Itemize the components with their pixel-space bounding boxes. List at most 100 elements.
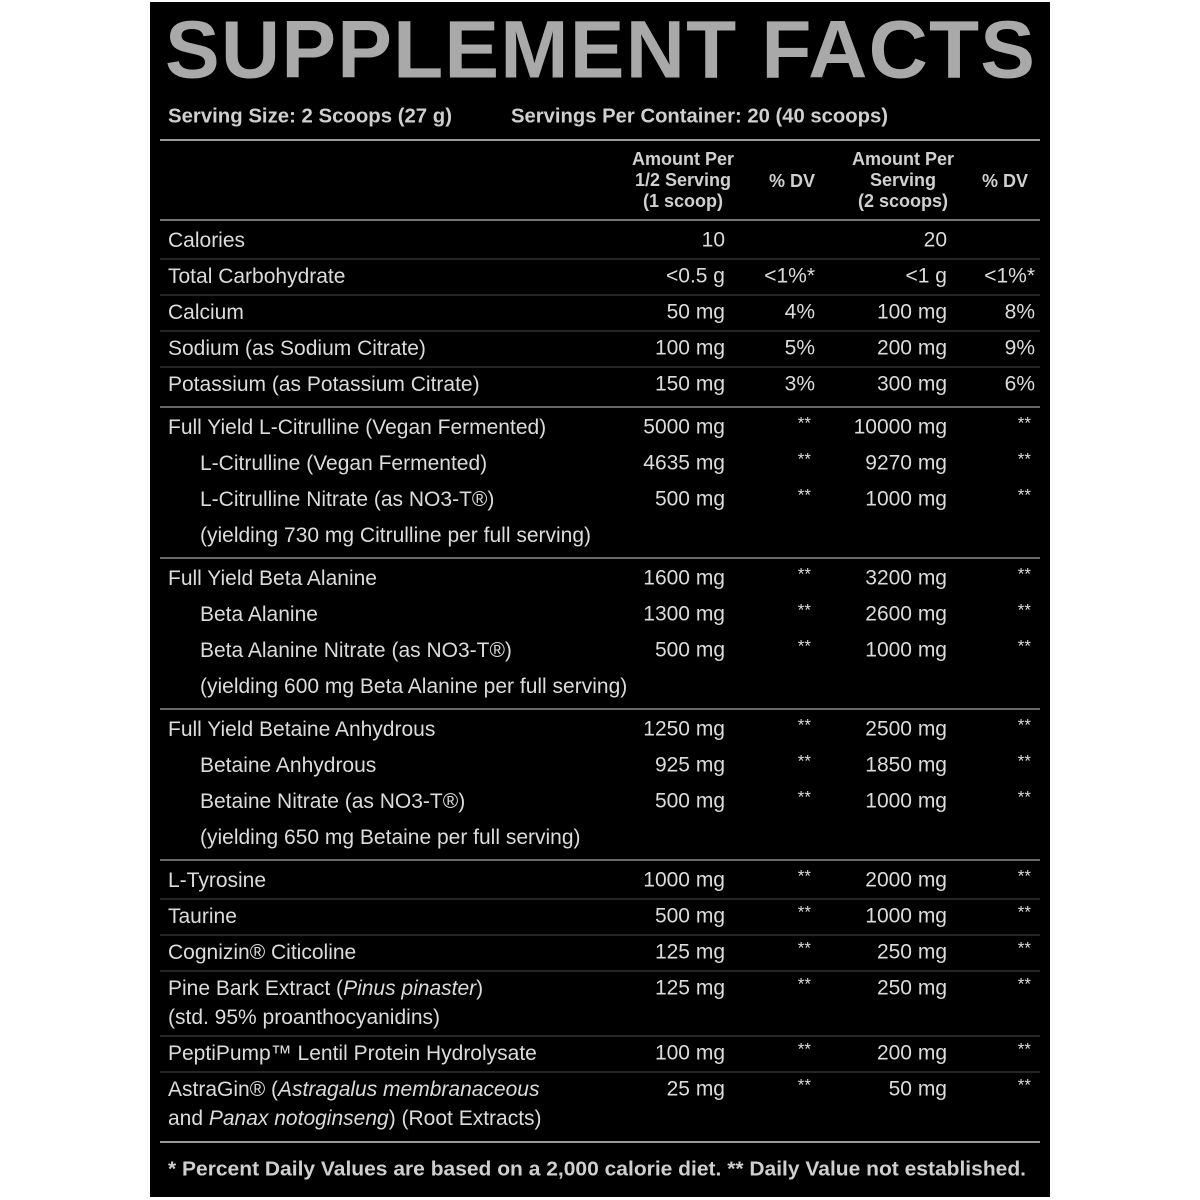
name-segment: Beta Alanine [200, 603, 318, 626]
full-amount: 200 mg [877, 337, 947, 360]
full-amount: 10000 mg [854, 416, 947, 439]
full-dv: ** [1018, 564, 1032, 583]
half-amount: 500 mg [655, 905, 725, 928]
full-dv: ** [1018, 787, 1032, 806]
ingredient-name: Calories [168, 229, 245, 252]
ingredient-name: Full Yield Betaine Anhydrous [168, 718, 435, 741]
column-header: 1/2 Serving [635, 170, 731, 190]
half-amount: 500 mg [655, 488, 725, 511]
ingredient-name: Cognizin® Citicoline [168, 941, 356, 964]
ingredient-name: (std. 95% proanthocyanidins) [168, 1006, 440, 1029]
full-amount: 1000 mg [865, 905, 947, 928]
half-dv: 3% [785, 373, 815, 396]
title: SUPPLEMENT FACTS [165, 5, 1035, 96]
full-amount: 50 mg [889, 1078, 947, 1101]
half-amount: 125 mg [655, 941, 725, 964]
half-amount: 1000 mg [643, 869, 725, 892]
half-amount: 500 mg [655, 639, 725, 662]
half-dv: ** [798, 866, 812, 885]
full-dv: ** [1018, 866, 1032, 885]
ingredient-name: (yielding 650 mg Betaine per full servin… [200, 826, 581, 849]
half-dv: ** [798, 564, 812, 583]
half-amount: <0.5 g [666, 265, 725, 288]
name-segment: Betaine Anhydrous [200, 754, 376, 777]
footnote: * Percent Daily Values are based on a 2,… [168, 1158, 1026, 1180]
full-dv: 6% [1005, 373, 1035, 396]
half-amount: 100 mg [655, 337, 725, 360]
ingredient-name: Sodium (as Sodium Citrate) [168, 337, 426, 360]
name-segment: Betaine Nitrate (as NO3-T®) [200, 790, 465, 813]
column-header: % DV [982, 171, 1028, 191]
half-amount: 500 mg [655, 790, 725, 813]
half-amount: 50 mg [667, 301, 725, 324]
half-amount: 4635 mg [643, 452, 725, 475]
full-amount: 250 mg [877, 941, 947, 964]
ingredient-name: Betaine Nitrate (as NO3-T®) [200, 790, 465, 813]
column-header: Amount Per [632, 149, 734, 169]
half-dv: ** [798, 485, 812, 504]
ingredient-name: L-Tyrosine [168, 869, 266, 892]
name-segment: AstraGin® ( [168, 1078, 278, 1101]
half-dv: ** [798, 1039, 812, 1058]
ingredient-name: and Panax notoginseng) (Root Extracts) [168, 1107, 542, 1130]
name-segment: Full Yield Betaine Anhydrous [168, 718, 435, 741]
half-amount: 5000 mg [643, 416, 725, 439]
name-segment: (yielding 600 mg Beta Alanine per full s… [200, 675, 627, 698]
half-amount: 100 mg [655, 1042, 725, 1065]
half-dv: ** [798, 715, 812, 734]
ingredient-name: Taurine [168, 905, 237, 928]
full-dv: 9% [1005, 337, 1035, 360]
half-dv: 4% [785, 301, 815, 324]
full-dv: 8% [1005, 301, 1035, 324]
full-dv: ** [1018, 751, 1032, 770]
name-segment: ) [476, 977, 483, 1000]
half-dv: ** [798, 600, 812, 619]
full-dv: ** [1018, 1075, 1032, 1094]
column-header: % DV [769, 171, 815, 191]
name-segment: ) (Root Extracts) [389, 1107, 542, 1130]
ingredient-name: Potassium (as Potassium Citrate) [168, 373, 480, 396]
half-amount: 25 mg [667, 1078, 725, 1101]
full-amount: 2600 mg [865, 603, 947, 626]
serving-size: Serving Size: 2 Scoops (27 g) [168, 105, 452, 127]
panel-background [150, 2, 1050, 1197]
full-amount: 1850 mg [865, 754, 947, 777]
full-dv: ** [1018, 600, 1032, 619]
full-dv: ** [1018, 902, 1032, 921]
column-header: (1 scoop) [643, 191, 723, 211]
half-dv: 5% [785, 337, 815, 360]
half-dv: <1%* [764, 265, 815, 288]
name-segment: Pinus pinaster [343, 977, 477, 1000]
name-segment: and [168, 1107, 209, 1130]
full-amount: 1000 mg [865, 790, 947, 813]
name-segment: L-Tyrosine [168, 869, 266, 892]
half-dv: ** [798, 751, 812, 770]
half-dv: ** [798, 974, 812, 993]
column-header: (2 scoops) [858, 191, 948, 211]
servings-per-container: Servings Per Container: 20 (40 scoops) [511, 105, 888, 127]
name-segment: Calcium [168, 301, 244, 324]
half-amount: 1250 mg [643, 718, 725, 741]
full-amount: 20 [924, 229, 947, 252]
full-amount: 2000 mg [865, 869, 947, 892]
ingredient-name: AstraGin® (Astragalus membranaceous [168, 1078, 540, 1101]
full-amount: 100 mg [877, 301, 947, 324]
full-amount: 2500 mg [865, 718, 947, 741]
full-dv: <1%* [984, 265, 1035, 288]
full-amount: 1000 mg [865, 639, 947, 662]
ingredient-name: Pine Bark Extract (Pinus pinaster) [168, 977, 483, 1000]
name-segment: (std. 95% proanthocyanidins) [168, 1006, 440, 1029]
ingredient-name: (yielding 730 mg Citrulline per full ser… [200, 524, 591, 547]
half-dv: ** [798, 636, 812, 655]
half-amount: 1300 mg [643, 603, 725, 626]
name-segment: PeptiPump™ Lentil Protein Hydrolysate [168, 1042, 537, 1065]
full-dv: ** [1018, 1039, 1032, 1058]
half-amount: 150 mg [655, 373, 725, 396]
half-dv: ** [798, 1075, 812, 1094]
name-segment: Cognizin® Citicoline [168, 941, 356, 964]
name-segment: (yielding 730 mg Citrulline per full ser… [200, 524, 591, 547]
name-segment: L-Citrulline Nitrate (as NO3-T®) [200, 488, 494, 511]
half-dv: ** [798, 902, 812, 921]
ingredient-name: Calcium [168, 301, 244, 324]
